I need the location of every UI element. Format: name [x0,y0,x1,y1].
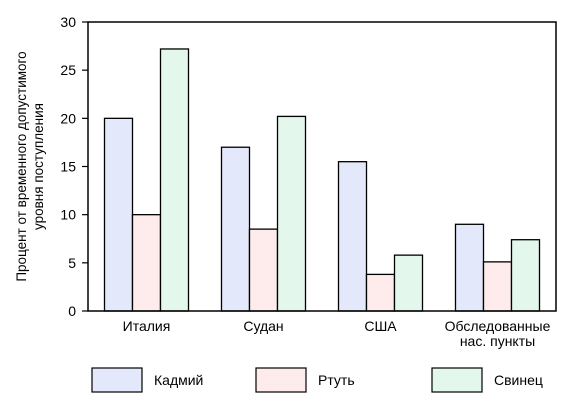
bar-1-4 [454,223,485,312]
y-tick-label: 25 [60,62,76,78]
category-label: США [364,318,397,334]
category-label: Италия [123,318,171,334]
legend-swatch [431,367,483,393]
y-axis-label-line: Процент от временного допустимого [14,51,29,281]
y-tick-label: 5 [68,255,76,271]
category-label: Обследованные [445,318,551,334]
bar-2-3 [365,273,396,312]
bar-3-2 [276,115,307,312]
y-tick-label: 10 [60,207,76,223]
bar-2-4 [482,261,513,312]
y-axis-label-line: уровня поступления [31,103,46,230]
legend-label: Кадмий [154,372,203,388]
bar-3-1 [159,48,190,312]
legend-swatch [91,367,143,393]
y-tick-label: 30 [60,14,76,30]
category-label: Судан [243,318,283,334]
y-axis-ticks: 0 5 10 15 20 25 30 [60,14,88,319]
bar-3-3 [393,254,424,312]
y-tick-label: 20 [60,110,76,126]
bar-2-2 [248,228,279,312]
legend-label: Свинец [494,372,543,388]
bar-2-1 [131,214,162,312]
category-label: нас. пункты [460,333,535,349]
legend-label: Ртуть [318,372,355,388]
bars [103,48,541,312]
plot-frame [87,21,557,312]
bar-1-3 [337,161,368,312]
y-tick-label: 15 [60,159,76,175]
bar-1-1 [103,117,134,312]
legend: Кадмий Ртуть Свинец [91,367,543,393]
legend-swatch [255,367,307,393]
y-axis-title: Процент от временного допустимого уровня … [14,51,46,281]
bar-1-2 [220,146,251,312]
y-tick-label: 0 [68,303,76,319]
bar-3-4 [510,239,541,312]
